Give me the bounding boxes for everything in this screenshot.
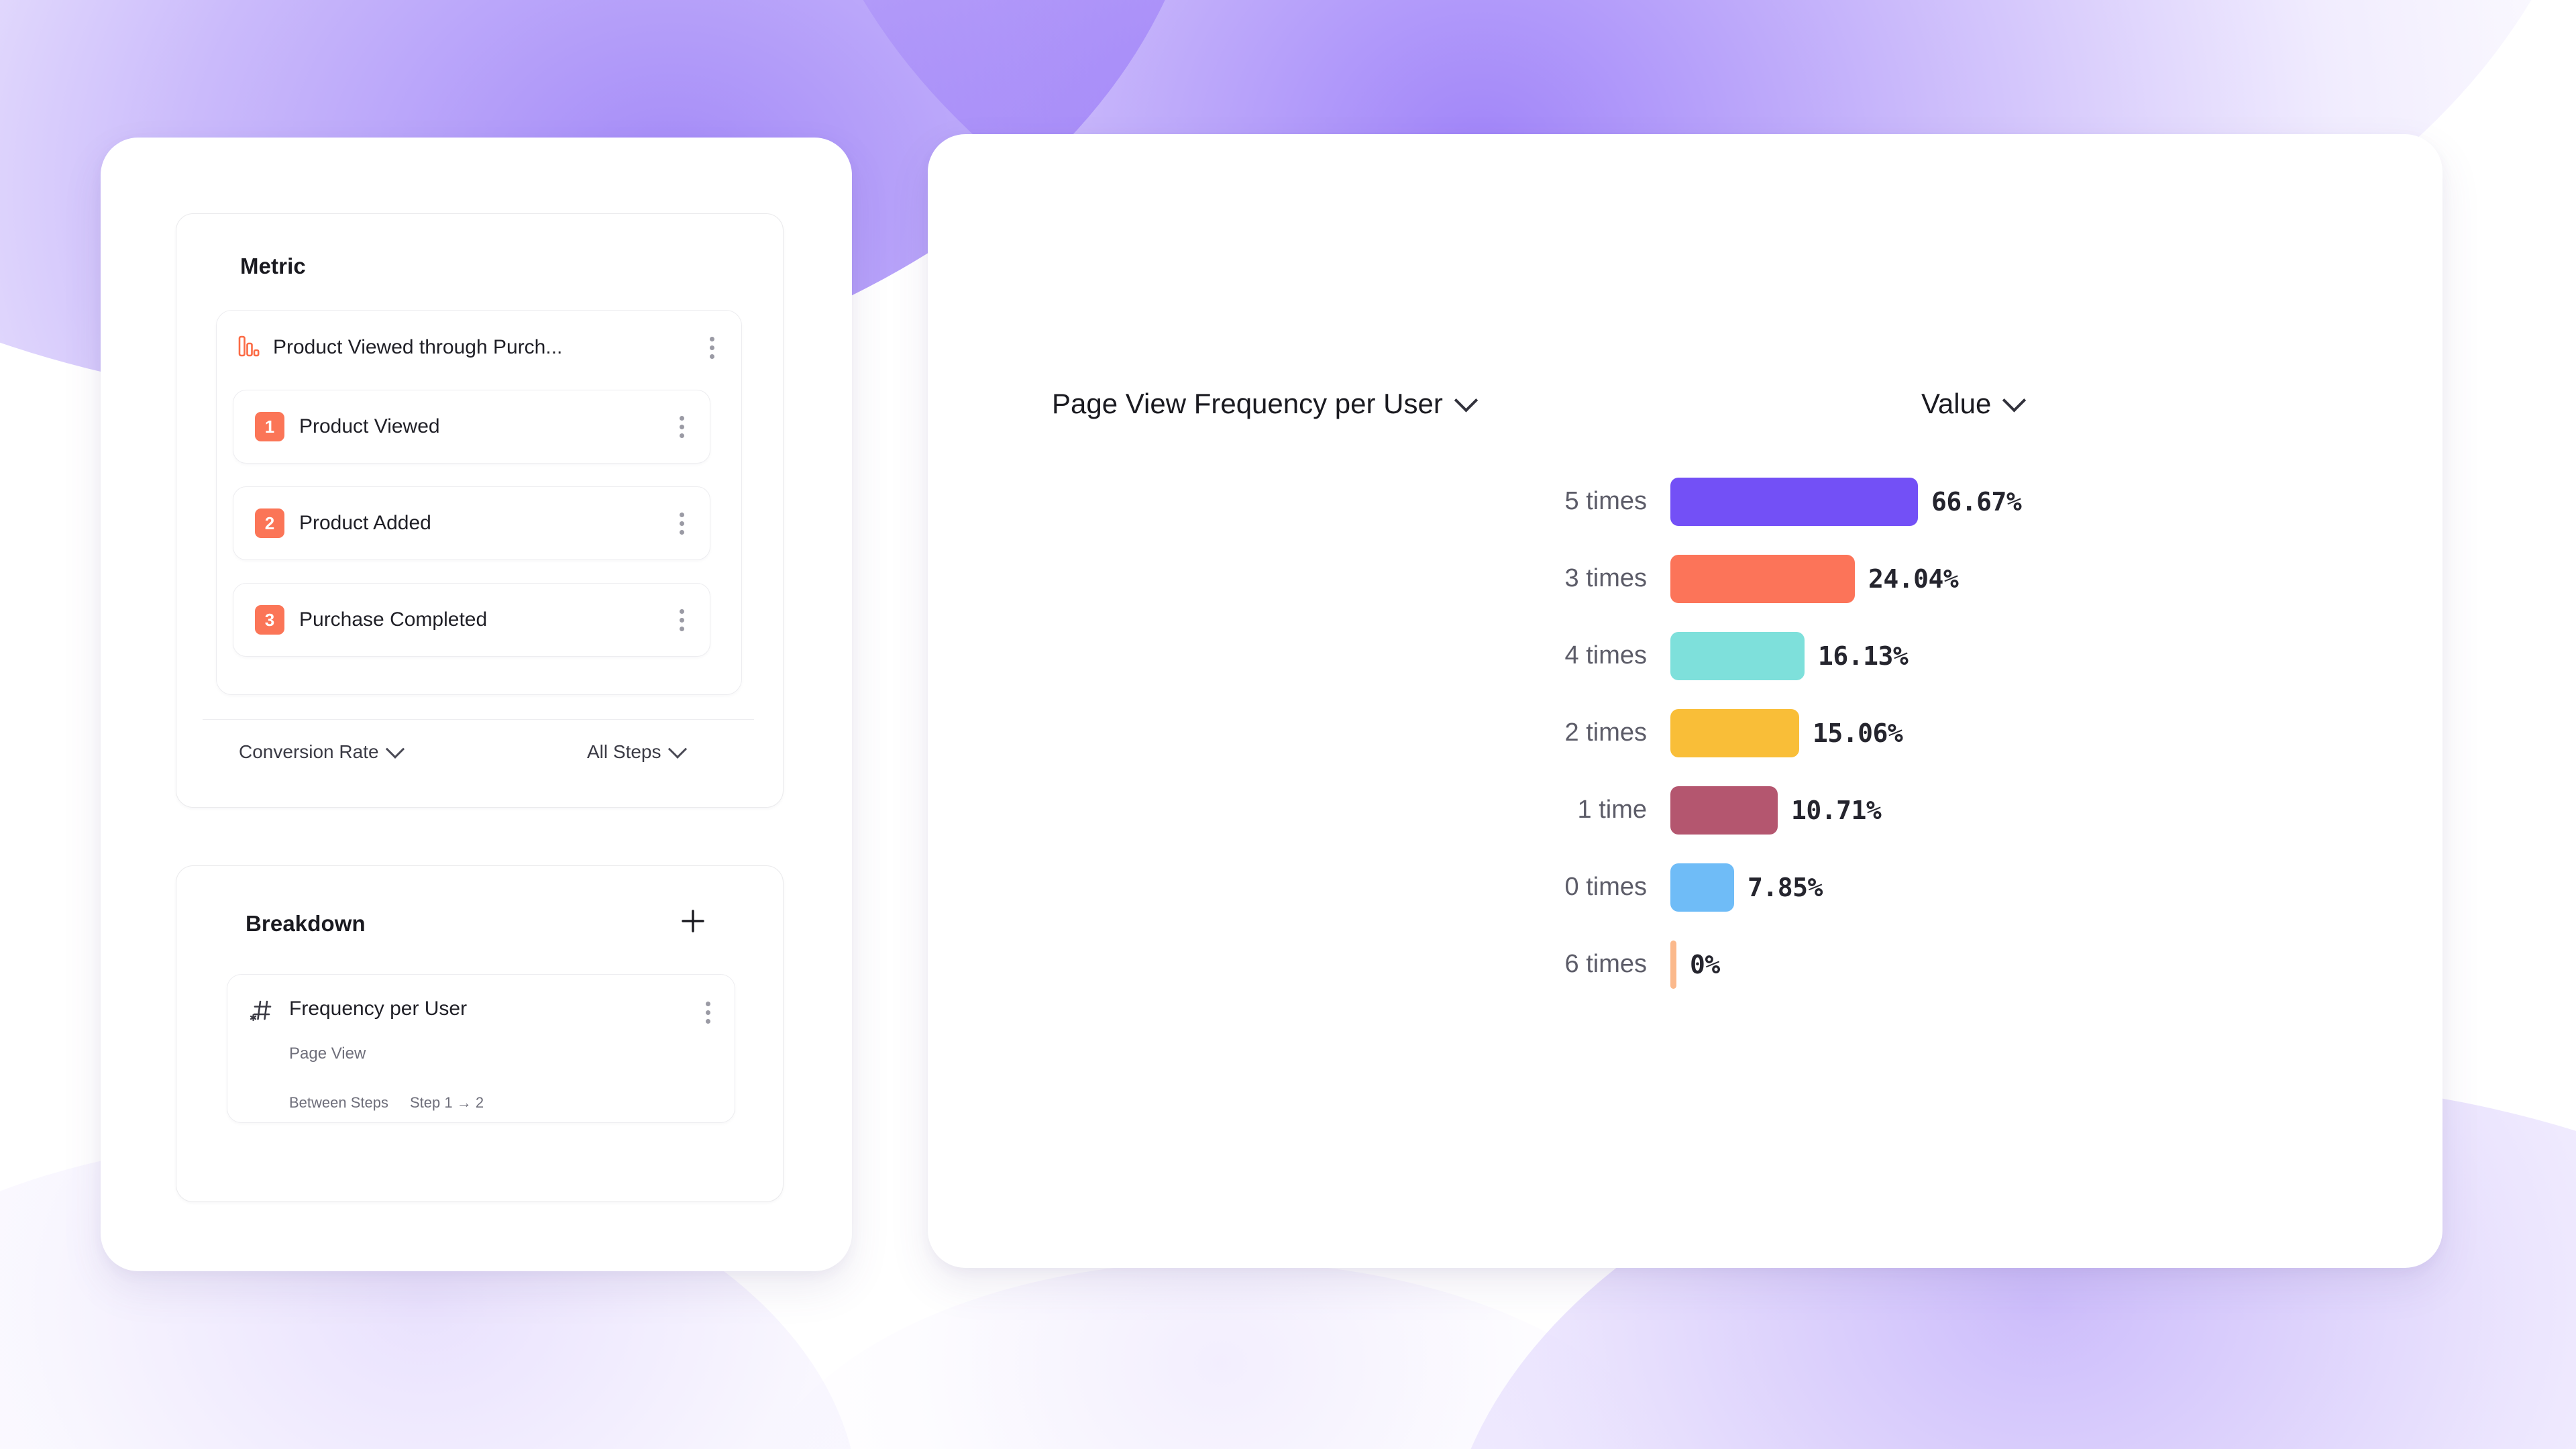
chevron-down-icon: [1454, 388, 1479, 413]
bar-fill[interactable]: [1670, 554, 1855, 603]
breakdown-item[interactable]: Frequency per User Page View Between Ste…: [227, 974, 735, 1123]
chart-dimension-select[interactable]: Page View Frequency per User: [1052, 388, 1479, 420]
bar-value-label: 15.06%: [1813, 718, 1903, 748]
funnel-header-row[interactable]: Product Viewed through Purch...: [217, 311, 741, 384]
step-label: Purchase Completed: [299, 608, 488, 631]
bar-fill[interactable]: [1670, 786, 1778, 835]
bar-fill[interactable]: [1670, 477, 1918, 526]
funnel-step-row[interactable]: 1 Product Viewed: [233, 390, 710, 464]
step-label: Product Added: [299, 512, 431, 534]
bar-value-label: 10.71%: [1791, 795, 1882, 825]
chevron-down-icon: [2002, 388, 2027, 413]
bar-row[interactable]: 4 times 16.13%: [959, 617, 2368, 694]
conversion-rate-label: Conversion Rate: [239, 741, 379, 762]
bar-category-label: 1 time: [1577, 796, 1647, 824]
bar-value-label: 24.04%: [1868, 564, 1959, 594]
bar-category-label: 3 times: [1564, 564, 1647, 592]
horizontal-bar-chart: 5 times 66.67% 3 times 24.04% 4 times 16.13% 2…: [959, 463, 2368, 1003]
bar-value-label: 0%: [1690, 949, 1720, 979]
bar-category-label: 6 times: [1564, 950, 1647, 978]
chart-measure-select[interactable]: Value: [1921, 388, 2027, 420]
funnel-menu-kebab-icon[interactable]: [697, 329, 727, 366]
all-steps-label: All Steps: [587, 741, 661, 762]
bar-fill[interactable]: [1670, 631, 1805, 680]
step-number-badge: 1: [255, 412, 284, 441]
bar-track: 10.71%: [1670, 786, 2368, 835]
bar-track: 24.04%: [1670, 554, 2368, 603]
funnel-step-row[interactable]: 2 Product Added: [233, 486, 710, 560]
bar-row[interactable]: 5 times 66.67%: [959, 463, 2368, 540]
bar-value-label: 66.67%: [1931, 486, 2022, 517]
bar-category-label: 0 times: [1564, 873, 1647, 901]
step-number-badge: 3: [255, 605, 284, 635]
bar-category-label: 5 times: [1564, 487, 1647, 515]
breakdown-card-title: Breakdown: [246, 911, 366, 936]
breakdown-meta-row: Between Steps Step 1 → 2: [289, 1094, 484, 1112]
add-breakdown-button[interactable]: [671, 899, 715, 943]
bar-row[interactable]: 3 times 24.04%: [959, 540, 2368, 617]
bar-category-label: 2 times: [1564, 718, 1647, 747]
chevron-down-icon: [667, 739, 687, 759]
funnel-name: Product Viewed through Purch...: [273, 336, 563, 358]
bar-category-label: 4 times: [1564, 641, 1647, 669]
metric-card-divider: [203, 719, 754, 720]
step-number-badge: 2: [255, 508, 284, 538]
hash-property-icon: [249, 998, 276, 1028]
chart-measure-label: Value: [1921, 388, 1992, 419]
bar-row[interactable]: 6 times 0%: [959, 926, 2368, 1003]
breakdown-meta-value: Step 1 → 2: [409, 1094, 484, 1111]
funnel-step-row[interactable]: 3 Purchase Completed: [233, 583, 710, 657]
breakdown-menu-kebab-icon[interactable]: [693, 994, 722, 1031]
bar-track: 66.67%: [1670, 477, 2368, 526]
plus-icon: [682, 910, 704, 932]
bar-chart-icon: [238, 335, 260, 361]
bar-track: 15.06%: [1670, 708, 2368, 757]
bar-row[interactable]: 0 times 7.85%: [959, 849, 2368, 926]
step-menu-kebab-icon[interactable]: [667, 504, 696, 542]
bar-fill[interactable]: [1670, 940, 1676, 989]
bar-value-label: 7.85%: [1748, 872, 1823, 902]
bar-track: 7.85%: [1670, 863, 2368, 912]
all-steps-select[interactable]: All Steps: [587, 739, 687, 763]
chart-dimension-label: Page View Frequency per User: [1052, 388, 1443, 419]
bar-track: 0%: [1670, 940, 2368, 989]
breakdown-property-subtitle: Page View: [289, 1044, 366, 1063]
bar-fill[interactable]: [1670, 708, 1799, 757]
chart-panel: [928, 134, 2443, 1268]
bar-track: 16.13%: [1670, 631, 2368, 680]
bar-value-label: 16.13%: [1818, 641, 1909, 671]
breakdown-meta-label: Between Steps: [289, 1094, 388, 1111]
step-menu-kebab-icon[interactable]: [667, 601, 696, 639]
bar-row[interactable]: 2 times 15.06%: [959, 694, 2368, 771]
bar-fill[interactable]: [1670, 863, 1734, 912]
funnel-definition-block: Product Viewed through Purch... 1 Produc…: [216, 310, 742, 695]
step-menu-kebab-icon[interactable]: [667, 408, 696, 445]
step-label: Product Viewed: [299, 415, 440, 437]
metric-card-title: Metric: [240, 254, 306, 278]
breakdown-property-name: Frequency per User: [289, 998, 468, 1020]
bar-row[interactable]: 1 time 10.71%: [959, 771, 2368, 849]
chevron-down-icon: [385, 739, 405, 759]
background-glow-bottom-center: [751, 1261, 1690, 1449]
conversion-rate-select[interactable]: Conversion Rate: [239, 739, 405, 763]
